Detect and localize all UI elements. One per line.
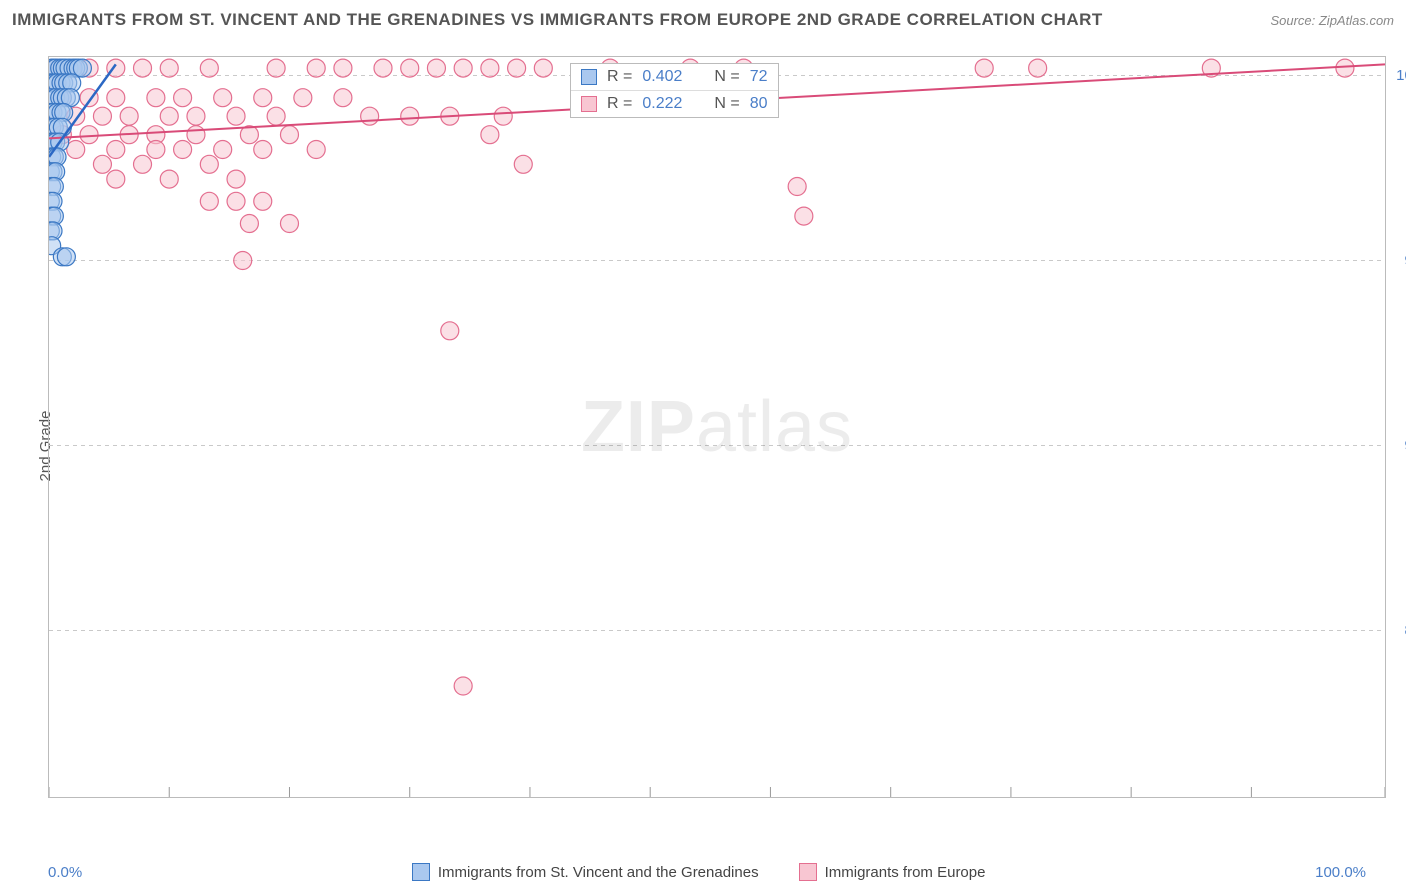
plot-area: ZIPatlas R =0.402N =72R =0.222N =80 85.0… xyxy=(48,56,1386,798)
title-bar: IMMIGRANTS FROM ST. VINCENT AND THE GREN… xyxy=(0,0,1406,40)
x-axis-row: 0.0% Immigrants from St. Vincent and the… xyxy=(0,852,1406,892)
bottom-legend: Immigrants from St. Vincent and the Gren… xyxy=(412,863,986,881)
legend-label-a: Immigrants from St. Vincent and the Gren… xyxy=(438,864,759,881)
legend-item-b: Immigrants from Europe xyxy=(799,863,986,881)
stats-row: R =0.402N =72 xyxy=(571,64,778,91)
chart-root: IMMIGRANTS FROM ST. VINCENT AND THE GREN… xyxy=(0,0,1406,892)
legend-swatch-a xyxy=(412,863,430,881)
stats-swatch xyxy=(581,69,597,85)
chart-title: IMMIGRANTS FROM ST. VINCENT AND THE GREN… xyxy=(12,10,1103,30)
source-label: Source: ZipAtlas.com xyxy=(1270,13,1394,28)
x-min-label: 0.0% xyxy=(48,864,82,881)
stats-box: R =0.402N =72R =0.222N =80 xyxy=(570,63,779,118)
scatter-svg xyxy=(49,57,1385,797)
stats-swatch xyxy=(581,96,597,112)
y-tick-label: 100.0% xyxy=(1396,67,1406,84)
legend-swatch-b xyxy=(799,863,817,881)
stats-row: R =0.222N =80 xyxy=(571,91,778,117)
legend-item-a: Immigrants from St. Vincent and the Gren… xyxy=(412,863,759,881)
x-max-label: 100.0% xyxy=(1315,864,1366,881)
legend-label-b: Immigrants from Europe xyxy=(825,864,986,881)
